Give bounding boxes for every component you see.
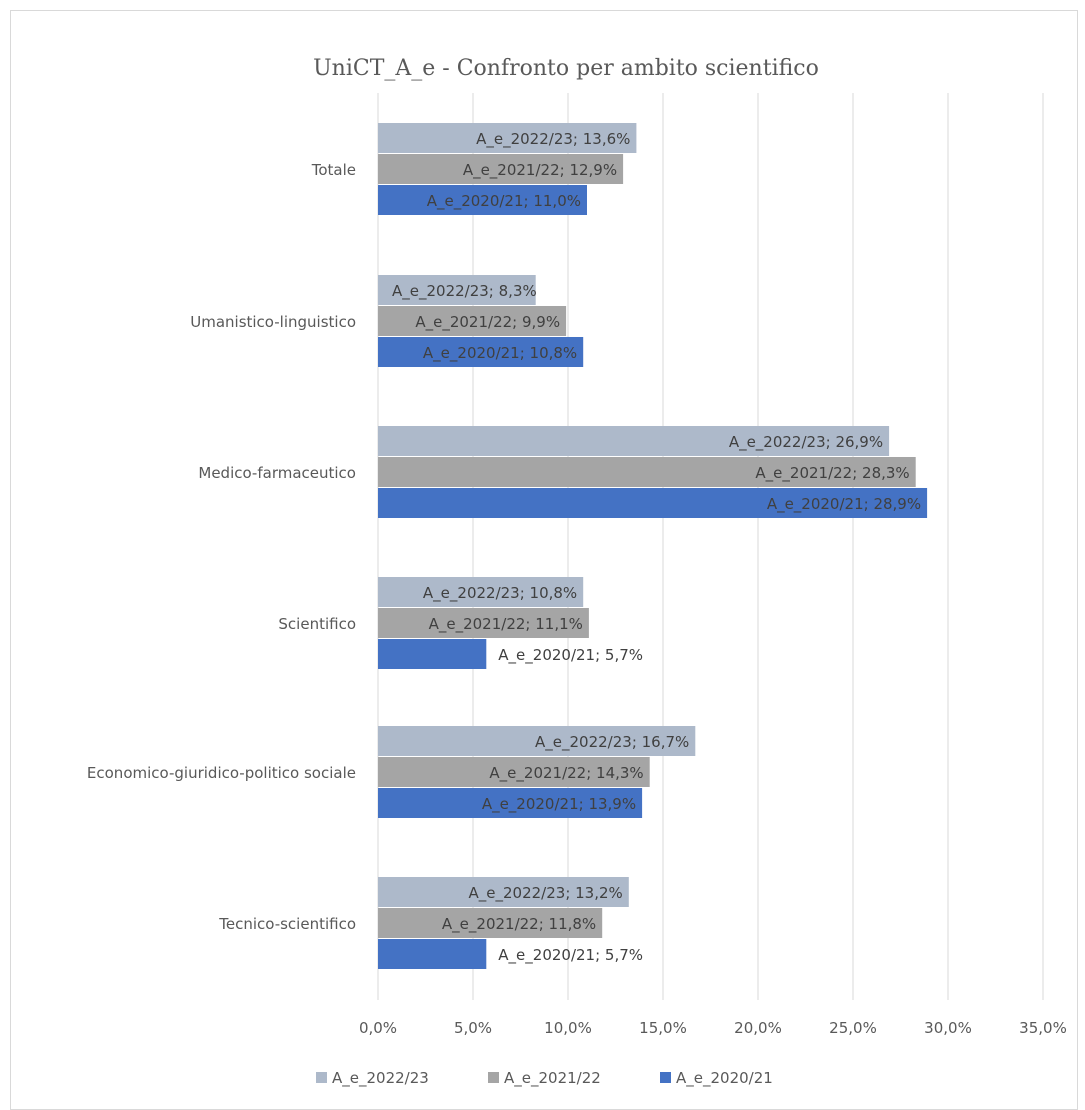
bar <box>378 788 643 818</box>
data-label: A_e_2022/23; 26,9% <box>729 433 883 452</box>
category-label: Economico-giuridico-politico sociale <box>87 764 356 782</box>
legend-swatch <box>488 1072 499 1083</box>
x-tick-label: 30,0% <box>924 1019 972 1037</box>
data-label: A_e_2020/21; 5,7% <box>498 646 643 665</box>
category-label: Totale <box>311 161 356 179</box>
data-label: A_e_2022/23; 16,7% <box>535 733 689 752</box>
x-tick-label: 20,0% <box>734 1019 782 1037</box>
data-label: A_e_2020/21; 5,7% <box>498 946 643 965</box>
data-label: A_e_2022/23; 13,6% <box>476 130 630 149</box>
bar <box>378 154 624 184</box>
data-label: A_e_2021/22; 12,9% <box>463 161 617 180</box>
data-label: A_e_2022/23; 8,3% <box>392 282 537 301</box>
bar <box>378 908 603 938</box>
bar <box>378 577 584 607</box>
bar <box>378 275 536 305</box>
data-label: A_e_2021/22; 11,8% <box>442 915 596 934</box>
data-label: A_e_2021/22; 9,9% <box>415 313 560 332</box>
legend-label: A_e_2020/21 <box>676 1069 773 1088</box>
bar <box>378 639 487 669</box>
data-label: A_e_2021/22; 14,3% <box>489 764 643 783</box>
category-label: Tecnico-scientifico <box>218 915 356 933</box>
x-tick-label: 5,0% <box>454 1019 492 1037</box>
data-label: A_e_2021/22; 28,3% <box>755 464 909 483</box>
bar <box>378 939 487 969</box>
bar <box>378 337 584 367</box>
category-label: Scientifico <box>278 615 356 633</box>
legend-label: A_e_2021/22 <box>504 1069 601 1088</box>
bar <box>378 757 650 787</box>
data-label: A_e_2020/21; 11,0% <box>427 192 581 211</box>
bar <box>378 185 587 215</box>
x-tick-label: 35,0% <box>1019 1019 1067 1037</box>
data-label: A_e_2020/21; 13,9% <box>482 795 636 814</box>
x-tick-label: 25,0% <box>829 1019 877 1037</box>
category-label: Umanistico-linguistico <box>190 313 356 331</box>
data-label: A_e_2020/21; 28,9% <box>767 495 921 514</box>
bar <box>378 726 696 756</box>
legend-label: A_e_2022/23 <box>332 1069 429 1088</box>
chart-title: UniCT_A_e - Confronto per ambito scienti… <box>313 56 819 81</box>
bar <box>378 306 567 336</box>
bar <box>378 123 637 153</box>
bar <box>378 457 916 487</box>
legend-swatch <box>660 1072 671 1083</box>
bar <box>378 877 629 907</box>
data-label: A_e_2021/22; 11,1% <box>429 615 583 634</box>
category-label: Medico-farmaceutico <box>198 464 356 482</box>
x-tick-label: 10,0% <box>544 1019 592 1037</box>
data-label: A_e_2022/23; 13,2% <box>469 884 623 903</box>
data-label: A_e_2022/23; 10,8% <box>423 584 577 603</box>
x-tick-label: 0,0% <box>359 1019 397 1037</box>
data-label: A_e_2020/21; 10,8% <box>423 344 577 363</box>
bar <box>378 608 589 638</box>
x-tick-label: 15,0% <box>639 1019 687 1037</box>
legend-swatch <box>316 1072 327 1083</box>
bar <box>378 488 928 518</box>
bar <box>378 426 890 456</box>
